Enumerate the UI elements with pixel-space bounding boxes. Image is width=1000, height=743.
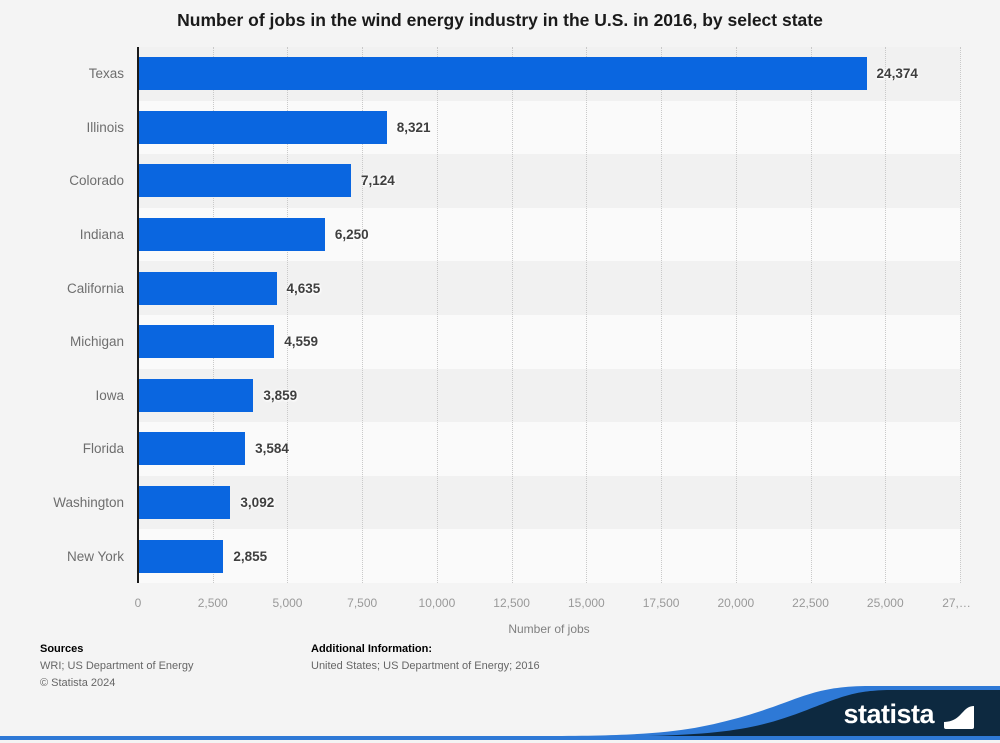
- gridline: [661, 47, 663, 583]
- plot-gridlines: [138, 47, 961, 583]
- category-label-new-york: New York: [66, 548, 124, 564]
- row-stripe: [138, 422, 960, 476]
- bar-michigan: [138, 325, 275, 359]
- value-label-new-york: 2,855: [233, 548, 268, 564]
- category-label-washington: Washington: [53, 495, 124, 511]
- gridline: [960, 47, 961, 583]
- x-tick-label: 5,000: [272, 596, 303, 610]
- category-label-michigan: Michigan: [69, 334, 124, 350]
- plot-area: 24,374 8,321 7,124 6,250 4,635 4,559 3,859 3,58…: [138, 47, 960, 583]
- value-label-washington: 3,092: [240, 495, 275, 511]
- x-tick-label: 2,500: [197, 596, 228, 610]
- bar-row-iowa: 3,859: [138, 369, 960, 423]
- additional-info-block: Additional Information: United States; U…: [311, 643, 540, 677]
- row-stripe: [138, 315, 960, 369]
- gridline: [212, 47, 214, 583]
- category-label-illinois: Illinois: [86, 119, 124, 135]
- bar-illinois: [138, 110, 387, 144]
- x-tick-label: 25,000: [866, 596, 904, 610]
- category-label-california: California: [66, 280, 124, 296]
- bar-washington: [138, 486, 231, 520]
- bar-colorado: [138, 164, 351, 198]
- y-axis-labels: Texas Illinois Colorado Indiana California Mi…: [0, 47, 124, 583]
- bar-california: [138, 271, 277, 305]
- bar-row-michigan: 4,559: [138, 315, 960, 369]
- x-tick-label: 22,500: [792, 596, 829, 610]
- x-axis-ticks: 0 2,500 5,000 7,500 10,000 12,500 15,000 17,500…: [134, 596, 971, 612]
- gridline: [436, 47, 438, 583]
- x-tick-label: 20,000: [717, 596, 755, 610]
- bar-row-indiana: 6,250: [138, 208, 960, 262]
- x-tick-label: 10,000: [418, 596, 456, 610]
- category-label-iowa: Iowa: [95, 387, 124, 403]
- x-tick-label: 7,500: [347, 596, 378, 610]
- row-stripe: [138, 475, 960, 530]
- additional-info-line: United States; US Department of Energy; …: [311, 660, 540, 672]
- category-label-florida: Florida: [82, 441, 124, 457]
- bar-iowa: [138, 378, 254, 412]
- gridline: [586, 47, 588, 583]
- row-stripe: [138, 529, 960, 583]
- swoosh-graphic: [0, 686, 1000, 740]
- gridline: [810, 47, 812, 583]
- category-label-colorado: Colorado: [69, 173, 124, 189]
- chart-title: Number of jobs in the wind energy indust…: [177, 10, 823, 30]
- value-label-illinois: 8,321: [396, 119, 431, 135]
- bar-texas: [138, 57, 867, 91]
- bar-row-colorado: 7,124: [138, 154, 960, 208]
- sources-line: WRI; US Department of Energy: [40, 660, 194, 672]
- category-label-texas: Texas: [88, 66, 124, 82]
- x-tick-label: 17,500: [642, 596, 680, 610]
- gridline: [362, 47, 364, 583]
- sources-heading: Sources: [40, 643, 84, 655]
- bar-indiana: [138, 218, 325, 252]
- gridline: [511, 47, 513, 583]
- copyright-line: © Statista 2024: [40, 677, 116, 689]
- bar-row-texas: 24,374: [138, 47, 960, 101]
- value-label-florida: 3,584: [255, 441, 289, 457]
- value-label-indiana: 6,250: [334, 227, 369, 243]
- bar-row-washington: 3,092: [138, 476, 960, 530]
- row-stripe: [138, 368, 960, 423]
- value-label-texas: 24,374: [876, 66, 918, 82]
- value-label-michigan: 4,559: [284, 334, 319, 350]
- statista-wordmark: statista: [843, 699, 934, 729]
- statista-logo-icon: [944, 699, 974, 729]
- bar-florida: [138, 432, 246, 466]
- value-label-california: 4,635: [286, 280, 321, 296]
- value-label-iowa: 3,859: [263, 387, 298, 403]
- bar-row-florida: 3,584: [138, 422, 960, 476]
- x-tick-label: 0: [134, 596, 142, 610]
- bar-row-new-york: 2,855: [138, 529, 960, 583]
- y-axis-line: [137, 47, 139, 583]
- value-label-colorado: 7,124: [360, 173, 395, 189]
- category-label-indiana: Indiana: [79, 227, 124, 243]
- sources-block: Sources WRI; US Department of Energy © S…: [40, 643, 193, 694]
- bar-row-illinois: 8,321: [138, 101, 960, 155]
- gridline: [287, 47, 289, 583]
- bar-row-california: 4,635: [138, 261, 960, 315]
- brand-strip: statista: [0, 686, 1000, 743]
- bar-new-york: [138, 539, 224, 573]
- x-tick-label: 27,…: [942, 596, 971, 610]
- x-tick-label: 15,000: [568, 596, 605, 610]
- additional-info-heading: Additional Information:: [311, 643, 432, 655]
- gridline: [885, 47, 887, 583]
- gridline: [735, 47, 737, 583]
- x-axis-title: Number of jobs: [508, 622, 590, 636]
- x-tick-label: 12,500: [493, 596, 530, 610]
